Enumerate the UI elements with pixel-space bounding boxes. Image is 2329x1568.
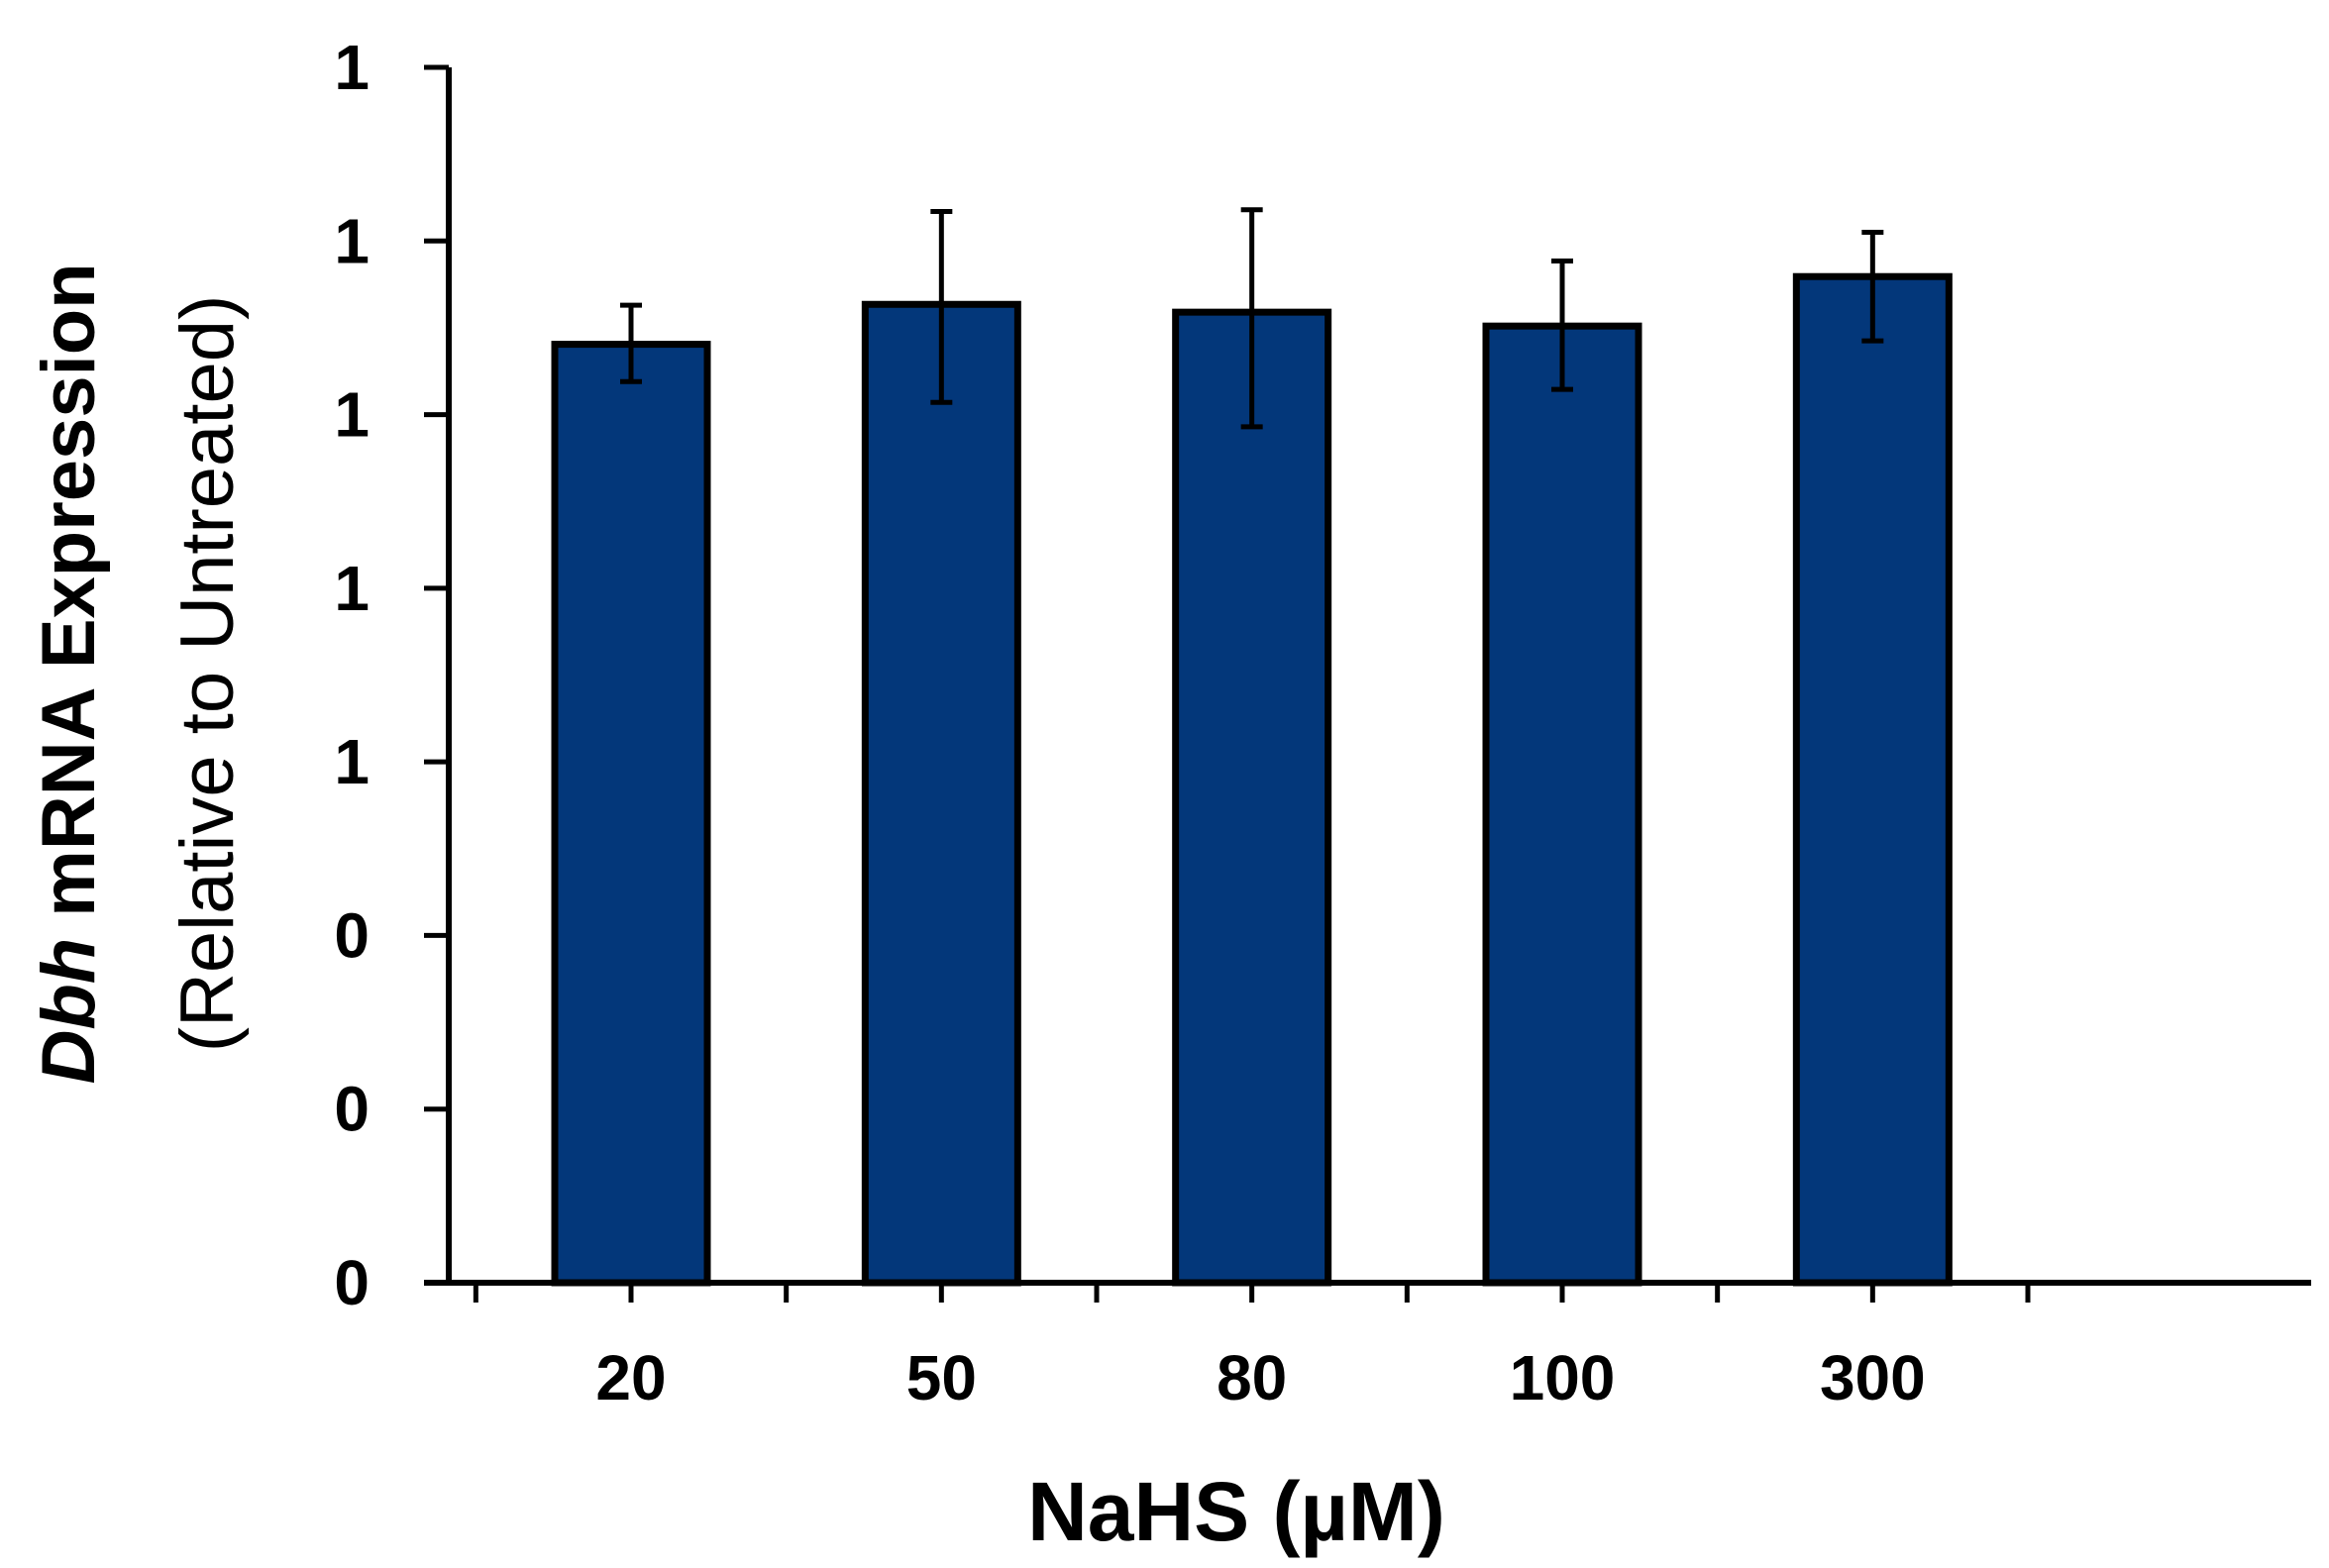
error-bars-group	[620, 207, 1884, 430]
bar-50	[861, 300, 1021, 1287]
x-tick-label-100: 100	[1510, 1342, 1616, 1413]
bar-80	[1172, 308, 1332, 1287]
bar-300	[1792, 272, 1953, 1287]
bar-20	[551, 341, 711, 1287]
y-tick-label-5: 1	[334, 379, 370, 451]
y-tick-label-0: 0	[334, 1247, 370, 1318]
svg-text:(Relative to Untreated): (Relative to Untreated)	[165, 295, 250, 1053]
y-tick-label-2: 0	[334, 899, 370, 971]
bar-100	[1482, 322, 1642, 1287]
y-tick-label-3: 1	[334, 726, 370, 797]
y-tick-label-4: 1	[334, 553, 370, 624]
y-tick-label-1: 0	[334, 1074, 370, 1145]
svg-text:Dbh mRNA Expression: Dbh mRNA Expression	[27, 262, 111, 1084]
y-axis-title-rest: mRNA Expression	[27, 262, 111, 937]
y-axis-title-gene: Dbh	[27, 938, 111, 1085]
y-tick-labels: 0 0 0 1 1 1 1 1	[334, 32, 370, 1318]
axes-group	[424, 64, 2311, 1303]
x-tick-label-80: 80	[1217, 1342, 1287, 1413]
x-tick-label-300: 300	[1820, 1342, 1926, 1413]
y-axis-subtitle: (Relative to Untreated)	[165, 295, 250, 1053]
y-tick-label-6: 1	[334, 205, 370, 276]
x-axis-title: NaHS (µM)	[1027, 1465, 1445, 1558]
y-axis-title: Dbh mRNA Expression	[27, 262, 111, 1084]
x-tick-labels: 20 50 80 100 300	[595, 1342, 1925, 1413]
y-tick-label-7: 1	[334, 32, 370, 103]
x-tick-label-20: 20	[595, 1342, 666, 1413]
x-tick-label-50: 50	[906, 1342, 977, 1413]
